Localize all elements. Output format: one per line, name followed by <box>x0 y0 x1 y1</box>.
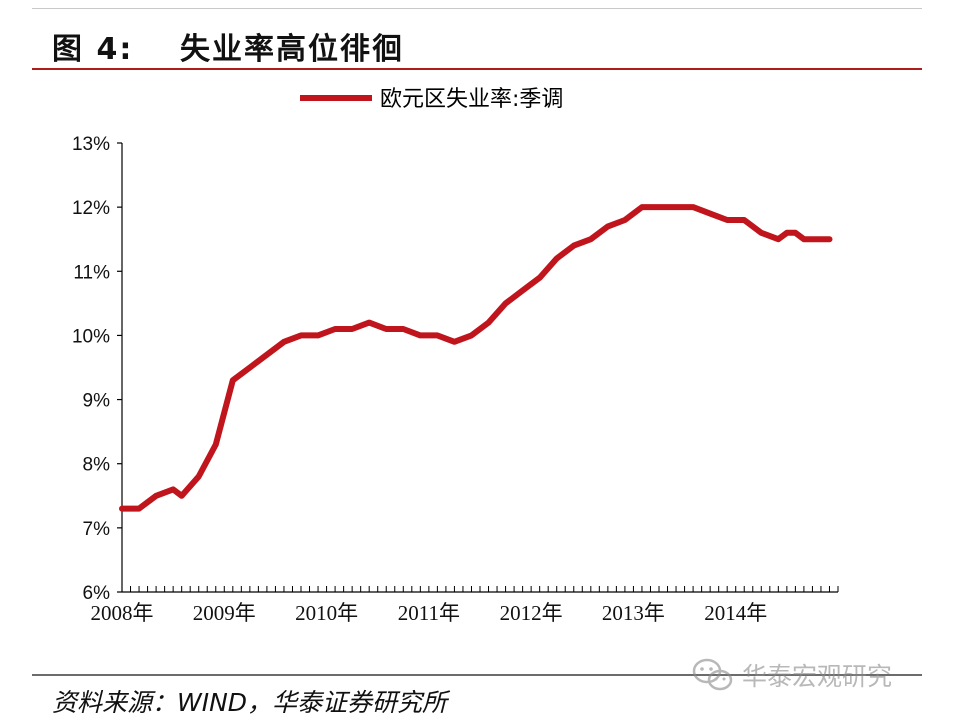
x-tick-label: 2012年 <box>500 601 563 625</box>
figure-title: 失业率高位徘徊 <box>180 32 404 67</box>
legend: 欧元区失业率:季调 <box>300 87 563 112</box>
watermark-text: 华泰宏观研究 <box>742 662 893 691</box>
y-tick-label: 11% <box>73 262 110 283</box>
x-tick-label: 2010年 <box>295 601 358 625</box>
line-chart: 欧元区失业率:季调 6% 7% 8% 9% 10% 11% 12% 13% 2008年 2009… <box>72 87 839 625</box>
wechat-icon <box>692 658 733 691</box>
legend-label: 欧元区失业率:季调 <box>380 87 563 112</box>
y-tick-label: 9% <box>83 391 111 412</box>
x-tick-label: 2011年 <box>398 601 460 625</box>
x-axis-ticks: 2008年 2009年 2010年 2011年 2012年 2013年 2014年 <box>91 586 839 625</box>
watermark: 华泰宏观研究 <box>692 652 932 698</box>
figure-header: 图 4: 失业率高位徘徊 <box>32 18 922 70</box>
figure-number: 图 4: <box>52 32 134 67</box>
y-tick-label: 8% <box>83 455 111 476</box>
x-tick-label: 2008年 <box>91 601 154 625</box>
series-group <box>119 204 833 512</box>
y-tick-label: 10% <box>72 326 110 347</box>
y-tick-label: 13% <box>72 134 110 155</box>
footer-rule <box>32 674 922 676</box>
x-tick-label: 2013年 <box>602 601 665 625</box>
source-note: 资料来源：WIND，华泰证券研究所 <box>52 688 448 717</box>
axes <box>121 143 838 593</box>
y-tick-label: 12% <box>72 198 110 219</box>
series-line <box>119 204 833 512</box>
y-tick-label: 6% <box>83 583 111 604</box>
y-axis-ticks: 6% 7% 8% 9% 10% 11% 12% 13% <box>72 134 122 604</box>
y-tick-label: 7% <box>83 519 111 540</box>
x-tick-label: 2014年 <box>704 601 767 625</box>
x-tick-label: 2009年 <box>193 601 256 625</box>
top-rule <box>32 8 922 9</box>
